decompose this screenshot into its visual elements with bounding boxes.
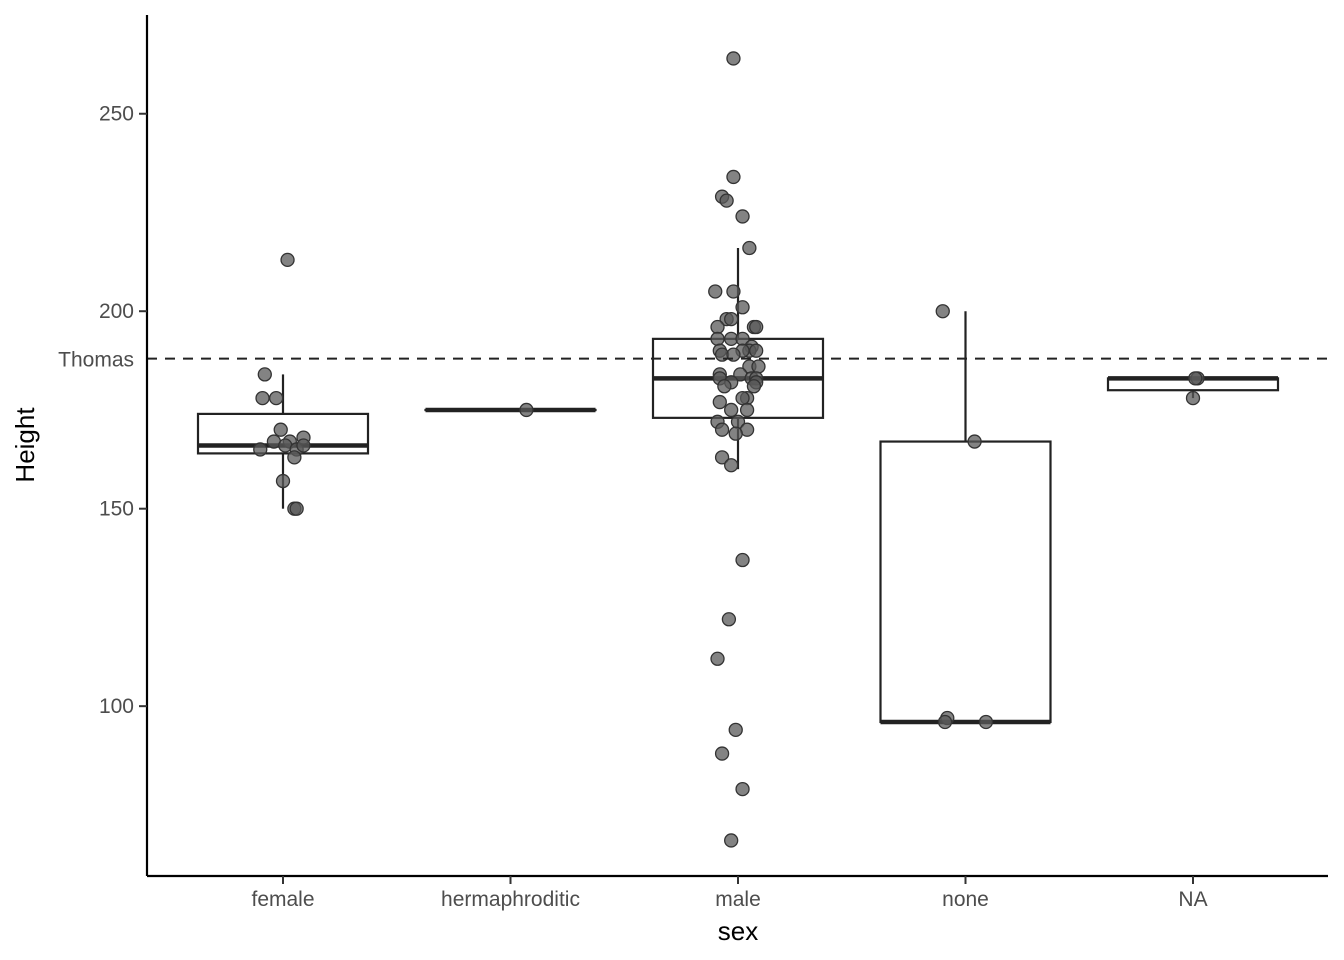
point-male <box>724 402 739 418</box>
y-tick-label-250: 250 <box>99 103 134 126</box>
point-female <box>253 442 268 457</box>
point-none <box>978 714 994 730</box>
points-layer <box>253 51 1205 848</box>
point-male <box>735 390 750 406</box>
point-male <box>751 359 766 374</box>
point-male <box>710 651 725 666</box>
point-male <box>728 722 743 738</box>
y-axis-title: Height <box>10 407 40 483</box>
point-male <box>726 51 741 66</box>
x-tick-label-hermaphroditic: hermaphroditic <box>441 888 580 911</box>
point-female <box>287 450 302 465</box>
y-tick-label-100: 100 <box>99 695 134 718</box>
y-tick-label-150: 150 <box>99 498 134 521</box>
point-male <box>719 193 734 208</box>
point-female <box>255 390 270 406</box>
point-male <box>712 394 727 410</box>
point-male <box>749 343 764 358</box>
point-male <box>742 240 757 256</box>
point-male <box>710 331 725 347</box>
point-male <box>714 450 730 465</box>
point-male <box>714 746 730 761</box>
point-male <box>721 612 737 627</box>
x-tick-label-female: female <box>251 888 314 911</box>
point-female <box>269 390 284 406</box>
point-NA <box>1185 390 1201 406</box>
point-female <box>273 422 288 437</box>
point-female <box>289 501 304 516</box>
axes-layer: 100 150 200 250 female hermaphroditic male none… <box>99 15 1328 911</box>
x-axis-title: sex <box>718 916 758 946</box>
point-male <box>726 169 741 185</box>
reference-line-layer: Thomas <box>58 349 1328 372</box>
point-male <box>735 300 750 315</box>
point-male <box>714 422 730 437</box>
point-male <box>749 319 764 335</box>
point-male <box>735 552 750 568</box>
point-male <box>746 379 762 394</box>
point-male <box>735 781 750 797</box>
box-none <box>879 311 1052 725</box>
x-tick-label-NA: NA <box>1178 888 1207 911</box>
point-male <box>710 319 725 335</box>
x-tick-label-male: male <box>715 888 761 911</box>
point-male <box>708 284 723 299</box>
point-none <box>935 304 950 319</box>
point-male <box>728 426 743 441</box>
point-male <box>724 833 739 848</box>
point-female <box>296 438 311 453</box>
point-male <box>724 311 739 327</box>
box-body-none <box>879 440 1052 724</box>
point-male <box>717 379 732 394</box>
point-male <box>735 209 750 224</box>
point-male <box>726 284 741 299</box>
point-none <box>967 434 982 449</box>
point-female <box>275 473 291 489</box>
point-hermaphroditic <box>519 402 534 418</box>
point-male <box>724 458 739 473</box>
point-female <box>257 367 272 382</box>
point-female <box>280 252 295 268</box>
point-none <box>937 714 953 730</box>
point-male <box>739 402 755 418</box>
y-tick-label-200: 200 <box>99 300 134 323</box>
reference-line-label: Thomas <box>58 349 134 372</box>
x-tick-label-none: none <box>942 888 989 911</box>
point-NA <box>1188 371 1203 386</box>
